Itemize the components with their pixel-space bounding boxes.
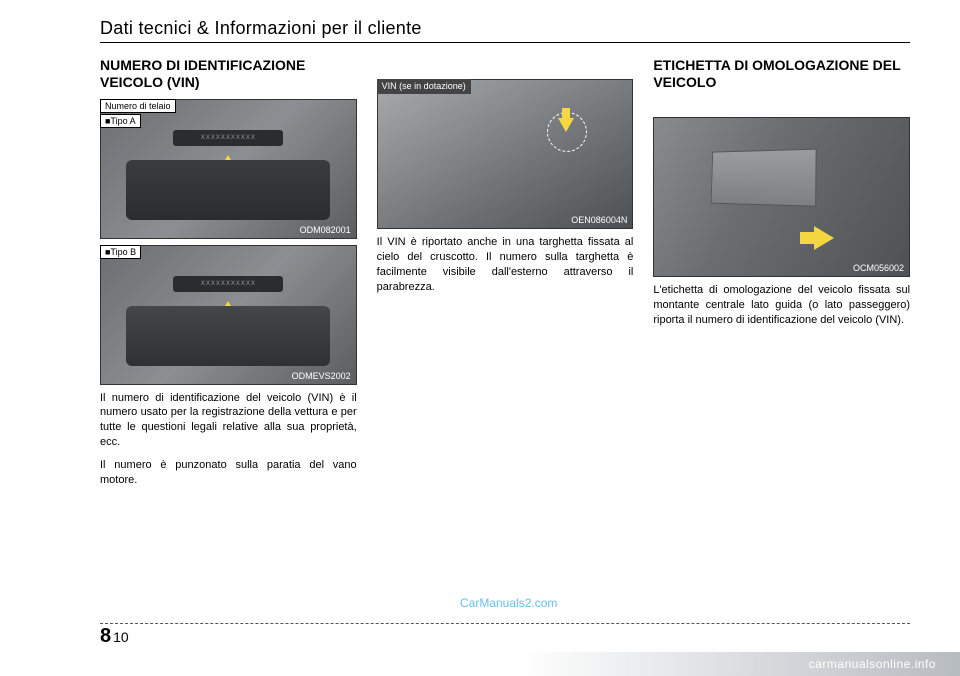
column-1: NUMERO DI IDENTIFICAZIONE VEICOLO (VIN) … [100,57,357,496]
column-2: VIN (se in dotazione) OEN086004N Il VIN … [377,57,634,496]
figure-vin-type-a: Numero di telaio ■Tipo A XXXXXXXXXXX ODM… [100,99,357,239]
vin-paragraph-3: Il VIN è riportato anche in una targhett… [377,235,634,294]
footer-divider [100,623,910,624]
watermark-bottom: carmanualsonline.info [520,652,960,676]
manual-page: Dati tecnici & Informazioni per il clien… [0,0,960,676]
figure-certification-label: OCM056002 [653,117,910,277]
figure-code-vin: OEN086004N [571,215,627,225]
cert-section-title: ETICHETTA DI OMOLOGAZIONE DEL VEICOLO [653,57,910,109]
cert-paragraph: L'etichetta di omologazione del veicolo … [653,283,910,328]
figure-label-type-a: ■Tipo A [100,114,141,129]
figure-vin-windshield: VIN (se in dotazione) OEN086004N [377,79,634,229]
page-number-block: 810 [100,625,129,648]
figure-label-frame-number: Numero di telaio [100,99,176,114]
vin-plate-b: XXXXXXXXXXX [173,276,283,292]
figure-code-b: ODMEVS2002 [292,371,351,381]
arrow-right-icon [814,226,834,250]
engine-cover-a [126,160,330,220]
column-3: ETICHETTA DI OMOLOGAZIONE DEL VEICOLO OC… [653,57,910,496]
chapter-header: Dati tecnici & Informazioni per il clien… [100,18,910,43]
vin-paragraph-1: Il numero di identificazione del veicolo… [100,391,357,450]
watermark-carmanuals2: CarManuals2.com [460,596,557,610]
figure-code-a: ODM082001 [300,225,351,235]
arrow-down-icon [558,118,574,132]
engine-cover-b [126,306,330,366]
content-columns: NUMERO DI IDENTIFICAZIONE VEICOLO (VIN) … [100,57,910,496]
vin-section-title: NUMERO DI IDENTIFICAZIONE VEICOLO (VIN) [100,57,357,91]
figure-vin-type-b: ■Tipo B XXXXXXXXXXX ODMEVS2002 [100,245,357,385]
vin-plate-a: XXXXXXXXXXX [173,130,283,146]
vin-paragraph-2: Il numero è punzonato sulla paratia del … [100,458,357,488]
cert-label-plate [711,149,817,207]
figure-label-vin: VIN (se in dotazione) [377,79,471,94]
page-section-number: 8 [100,625,111,647]
figure-code-cert: OCM056002 [853,263,904,273]
spacer [377,57,634,79]
figure-label-type-b: ■Tipo B [100,245,141,260]
page-number: 10 [113,629,129,645]
